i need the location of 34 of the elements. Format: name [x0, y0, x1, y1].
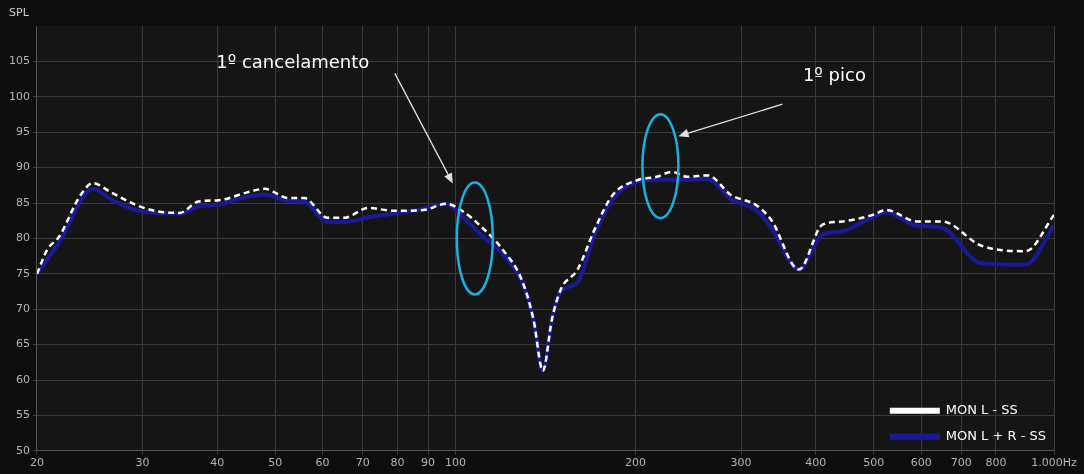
x-tick-label: 30 — [135, 456, 150, 470]
y-tick-label: 85 — [16, 195, 30, 209]
x-tick-label: 400 — [805, 456, 827, 470]
x-tick-label: 90 — [421, 456, 436, 470]
legend-label: MON L + R - SS — [945, 428, 1047, 444]
y-axis-title: SPL — [9, 5, 30, 19]
y-tick-label: 50 — [16, 443, 30, 457]
x-tick-label: 40 — [210, 456, 225, 470]
x-tick-label: 600 — [910, 456, 932, 470]
x-tick-label: 800 — [985, 456, 1007, 470]
x-tick-label: 20 — [30, 456, 44, 470]
annotation: 1º pico — [802, 63, 866, 85]
y-tick-label: 80 — [16, 231, 30, 245]
y-tick-label: 65 — [16, 337, 30, 351]
y-tick-label: 100 — [9, 89, 30, 103]
x-tick-label: 300 — [730, 456, 752, 470]
x-tick-label: 500 — [863, 456, 885, 470]
legend-label: MON L - SS — [945, 402, 1018, 418]
y-tick-label: 70 — [16, 302, 30, 316]
y-tick-label: 95 — [16, 125, 30, 139]
x-tick-label: 100 — [444, 456, 466, 470]
y-tick-label: 55 — [16, 408, 30, 422]
x-tick-label: 700 — [950, 456, 972, 470]
x-tick-label: 50 — [268, 456, 283, 470]
annotation: 1º cancelamento — [216, 51, 370, 73]
x-tick-label: 70 — [355, 456, 370, 470]
x-tick-label: 1.000Hz — [1031, 456, 1077, 470]
x-tick-label: 60 — [315, 456, 330, 470]
x-tick-label: 80 — [390, 456, 405, 470]
y-tick-label: 105 — [9, 54, 30, 68]
y-tick-label: 75 — [16, 266, 30, 280]
y-tick-label: 60 — [16, 372, 30, 386]
y-tick-label: 90 — [16, 160, 30, 174]
x-tick-label: 200 — [625, 456, 647, 470]
